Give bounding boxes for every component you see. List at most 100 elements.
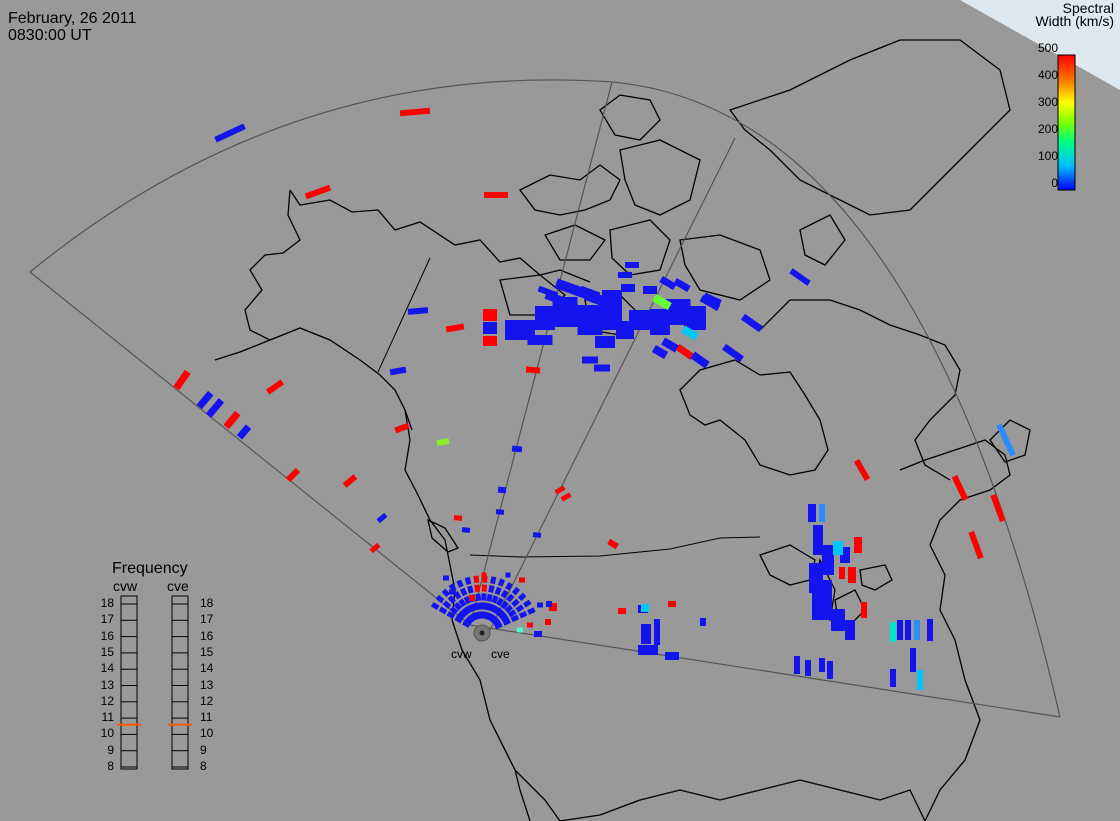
backscatter-cell [819,504,825,522]
frequency-tick-right: 9 [200,742,207,757]
borders [377,257,761,558]
backscatter-cell [638,645,658,655]
backscatter-cell [794,656,800,674]
backscatter-cell [914,620,920,640]
backscatter-cell [481,572,487,578]
backscatter-cell [690,351,710,369]
backscatter-cell [652,294,672,310]
backscatter-cell [546,601,552,607]
backscatter-cell [447,595,457,604]
frequency-bars [120,595,189,770]
radar-label-cvw: cvw [451,647,472,661]
frequency-tick-right: 14 [200,661,214,676]
backscatter-cell [483,336,497,346]
backscatter-cell [848,567,856,583]
backscatter-cell [890,622,896,642]
backscatter-cell [740,313,764,333]
backscatter-cell [534,631,542,637]
colorbar-tick: 0 [1051,176,1058,190]
backscatter-cell [430,602,440,610]
backscatter-cell [490,576,497,585]
backscatter-cell [462,620,471,628]
backscatter-cell [494,621,503,630]
backscatter-cell [173,369,191,391]
frequency-tick-right: 18 [200,596,214,610]
backscatter-cell [700,618,706,626]
backscatter-cell [525,366,541,374]
backscatter-cell [486,593,493,602]
backscatter-cell [459,608,469,618]
backscatter-cell [342,474,358,488]
backscatter-cell [554,278,596,302]
backscatter-cell [394,422,410,434]
backscatter-cell [502,618,511,626]
backscatter-cell [996,423,1016,457]
colorbar-tick: 500 [1037,41,1058,55]
backscatter-cell [819,658,825,672]
backscatter-cell [500,614,509,623]
frequency-radar-label: cvw [113,578,138,594]
backscatter-cell [654,619,660,645]
backscatter-cell [890,669,896,687]
backscatter-cell [389,366,407,376]
frequency-title: Frequency [112,560,188,577]
backscatter-cell [458,598,467,608]
backscatter-cell [506,593,515,603]
map-date: February, 26 2011 [8,10,137,27]
backscatter-cell [527,335,553,345]
frequency-tick-left: 15 [100,644,114,659]
frequency-tick-left: 8 [107,759,114,773]
backscatter-cell [304,184,332,200]
frequency-tick-left: 17 [100,612,114,627]
backscatter-cell [376,512,388,524]
backscatter-cell [607,538,619,550]
backscatter-cell [905,620,911,640]
backscatter-cells [173,107,1016,690]
sky-corner [960,0,1120,90]
backscatter-cell [839,567,845,579]
backscatter-cell [505,572,511,578]
radar-sites [473,624,491,642]
backscatter-cell [488,585,495,593]
backscatter-cell [461,527,471,533]
backscatter-cell [579,285,601,299]
backscatter-cell [629,310,651,330]
backscatter-cell [214,123,246,143]
backscatter-cell [527,622,533,628]
backscatter-cell [483,322,497,334]
backscatter-cell [518,610,528,619]
backscatter-cell [463,617,473,626]
backscatter-cell [505,581,513,591]
backscatter-cell [443,575,449,581]
frequency-tick-right: 11 [200,710,213,725]
backscatter-cell [668,601,676,607]
backscatter-cell [661,337,679,353]
frequency-tick-right: 10 [200,726,214,741]
colorbar [1057,54,1076,191]
backscatter-cell [449,589,455,595]
backscatter-cell [511,445,523,453]
backscatter-cell [721,343,745,363]
backscatter-cell [845,620,855,640]
backscatter-cell [651,345,669,359]
backscatter-cell [537,602,543,608]
backscatter-cell [441,588,451,598]
backscatter-cell [445,323,465,333]
backscatter-cell [487,613,495,622]
backscatter-cell [673,277,691,293]
backscatter-cell [853,458,871,482]
frequency-tick-left: 13 [100,677,114,692]
backscatter-cell [545,619,551,625]
backscatter-cell [473,575,480,584]
frequency-tick-left: 10 [100,726,114,741]
backscatter-cell [511,586,521,596]
backscatter-cell [223,410,241,430]
backscatter-cell [532,532,542,538]
backscatter-cell [454,615,463,624]
coastlines [214,39,1031,821]
backscatter-cell [491,605,500,614]
backscatter-cell [681,325,699,341]
backscatter-cell [453,601,463,611]
colorbar-title-line1: Spectral [1062,0,1114,16]
